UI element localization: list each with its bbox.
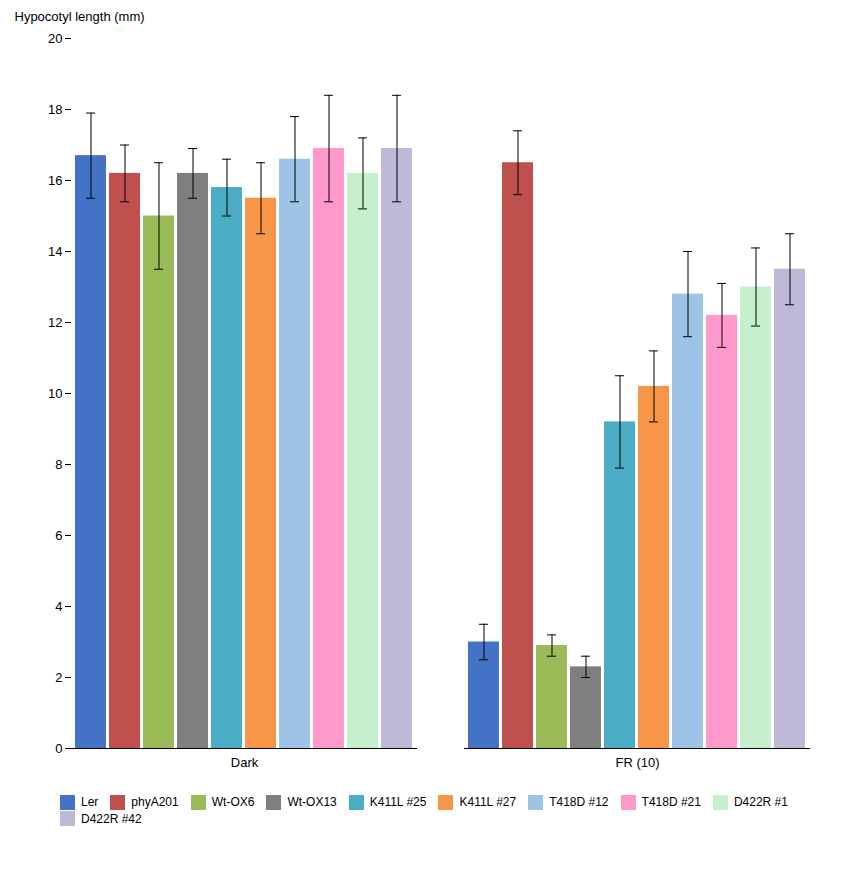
svg-text:16: 16 xyxy=(48,173,62,188)
svg-text:6: 6 xyxy=(55,528,62,543)
html-text:K411L #25: K411L #25 xyxy=(369,795,427,810)
svg-text:4: 4 xyxy=(55,599,62,614)
svg-text:8: 8 xyxy=(55,457,62,472)
html-text:Wt-OX6: Wt-OX6 xyxy=(211,795,255,810)
svg-text:18: 18 xyxy=(48,102,62,117)
svg-text:20: 20 xyxy=(48,31,62,46)
svg-text:Dark: Dark xyxy=(231,755,259,770)
svg-text:2: 2 xyxy=(55,670,62,685)
html-text:D422R #1: D422R #1 xyxy=(733,795,788,810)
svg-text:FR (10): FR (10) xyxy=(615,755,659,770)
html-text:phyA201: phyA201 xyxy=(131,795,179,810)
svg-text:Hypocotyl length (mm): Hypocotyl length (mm) xyxy=(15,9,145,24)
html-text:K411L #27: K411L #27 xyxy=(459,795,517,810)
svg-text:10: 10 xyxy=(48,386,62,401)
svg-text:12: 12 xyxy=(48,315,62,330)
html-text:T418D #21: T418D #21 xyxy=(641,795,701,810)
svg-text:0: 0 xyxy=(55,741,62,756)
html-text:T418D #12: T418D #12 xyxy=(549,795,609,810)
html-text:D422R #42: D422R #42 xyxy=(81,811,142,826)
svg-text:14: 14 xyxy=(48,244,62,259)
html-text:Ler: Ler xyxy=(81,795,99,810)
html-text:Wt-OX13: Wt-OX13 xyxy=(287,795,337,810)
